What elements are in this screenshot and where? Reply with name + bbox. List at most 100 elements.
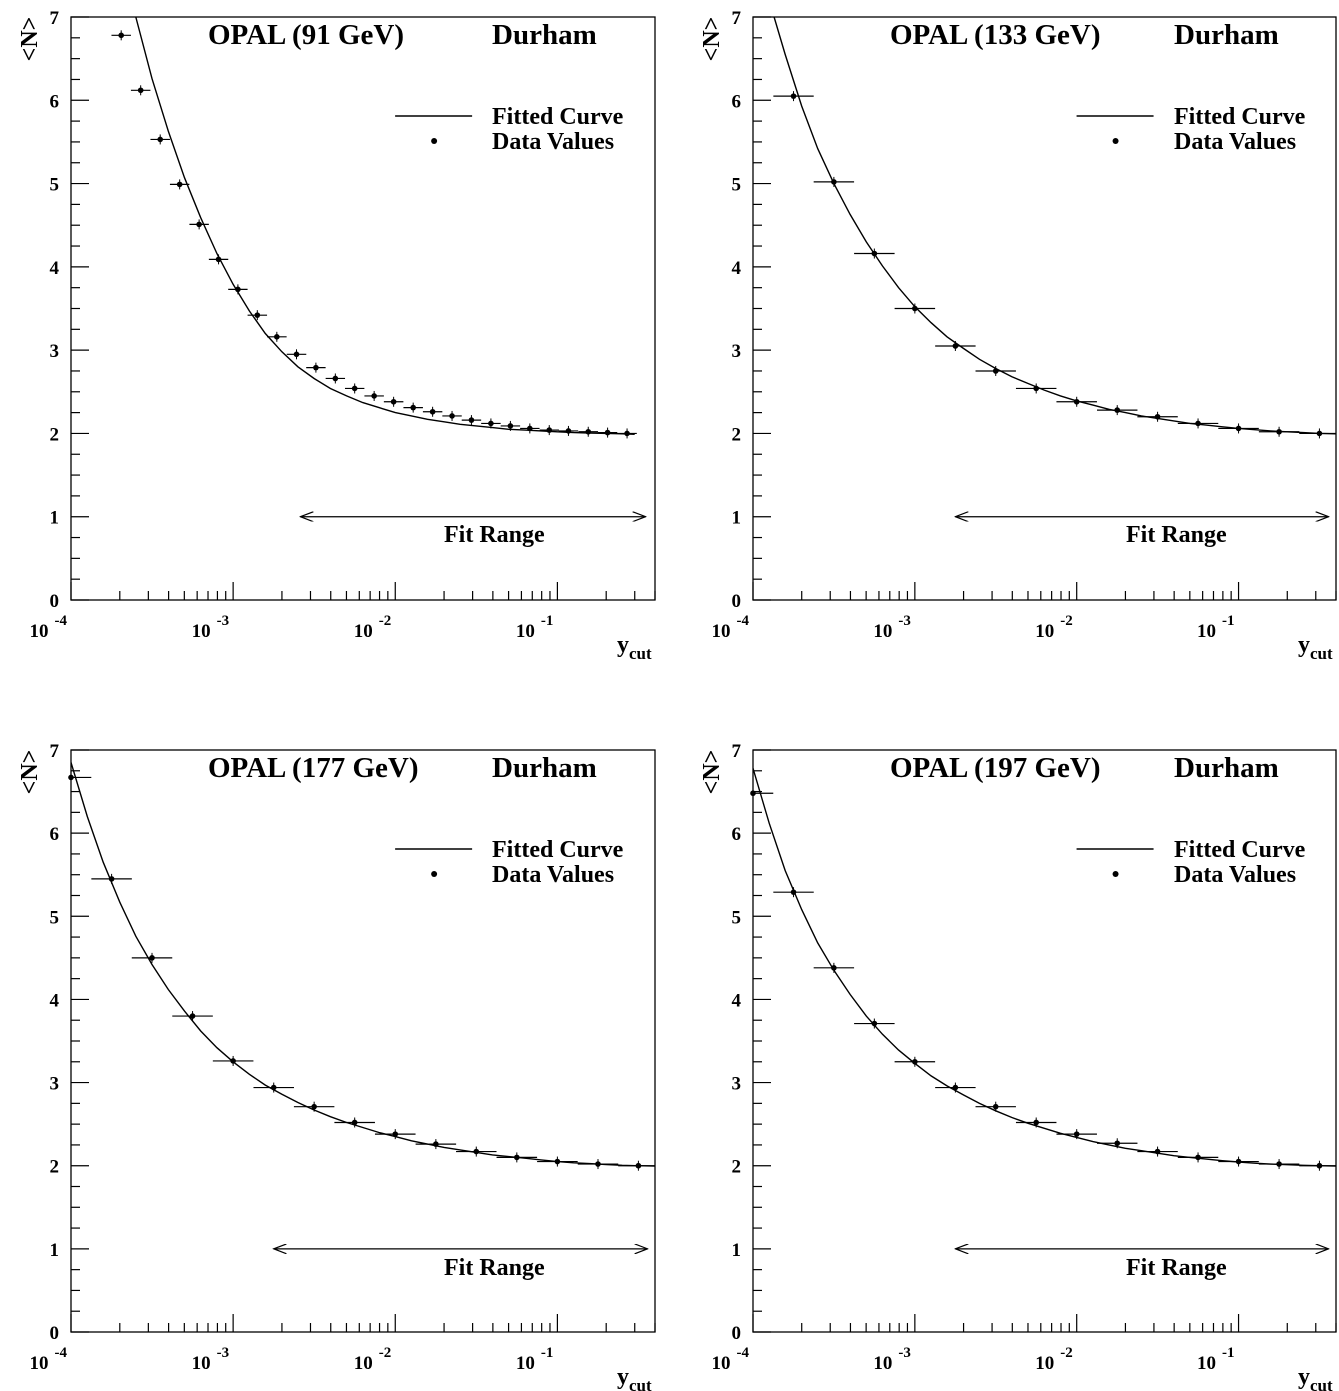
panel-0-data-point [507,423,514,429]
panel-1-data-point [1154,413,1161,420]
panel-1-xlabel-sub: cut [1310,644,1333,663]
panel-3-data-point [790,889,797,895]
panel-3-xtick-label: 10 -3 [873,1345,911,1374]
panel-2-xlabel-main: y [617,1364,629,1390]
panel-0-legend-points-label: Data Values [492,129,614,155]
panel-2-data-point [392,1131,399,1137]
panel-1-data-point [1195,420,1201,427]
panel-3-data-point [750,790,756,797]
panel-3-data-point [831,965,837,971]
panel-0-title: OPAL (91 GeV) [208,19,404,51]
panel-1-ytick-label: 2 [732,424,742,445]
panel-0-xlabel-main: y [617,632,629,658]
panel-0-data-point [215,256,222,263]
panel-1-legend-curve-label: Fitted Curve [1174,104,1306,130]
panel-2-legend-curve-label: Fitted Curve [492,837,624,863]
panel-1-ytick-label: 3 [732,341,742,362]
panel-0-ytick-label: 2 [50,424,60,445]
panel-2-ytick-label: 6 [50,824,60,845]
panel-0-xlabel-sub: cut [629,644,652,663]
panel-0-data-point [585,428,592,435]
panel-2-data-point [230,1058,236,1064]
panel-1-data-point [1114,407,1121,413]
panel-1-ytick-label: 6 [732,91,742,112]
panel-0-fit-range-label: Fit Range [444,522,545,548]
panel-1-fit-range-label: Fit Range [1126,522,1227,548]
panel-3-ytick-label: 6 [732,824,742,845]
panel-3-data-point [1316,1162,1323,1169]
panel-2-title: OPAL (177 GeV) [208,752,419,784]
panel-2-data-point [473,1148,480,1155]
panel-2-data-point [270,1084,277,1091]
panel-3-data-point [1195,1154,1201,1161]
panel-0-data-point [351,385,358,392]
panel-1-data-point [952,343,959,349]
panel-3-data-point [1114,1140,1121,1147]
panel-2-data-point [311,1103,317,1110]
panel-3-xlabel-sub: cut [1310,1376,1333,1391]
panel-0-fitted-curve [135,17,635,435]
panel-3-data-point [1276,1161,1282,1167]
panel-2-xtick-label: 10 -1 [516,1345,554,1374]
panel-1-xtick-label: 10 -2 [1035,613,1073,642]
panel-0-legend-point-swatch [431,138,438,144]
panel-2-data-point [68,774,74,781]
panel-2-ytick-label: 5 [50,907,60,928]
panel-1-xtick-label: 10 -4 [712,613,750,642]
panel-0-data-point [176,181,183,188]
panel-3-ylabel: <N> [699,750,725,795]
panel-0-data-point [254,312,261,318]
panel-1-fitted-curve [773,17,1336,435]
panel-2-data-point [108,876,115,882]
panel-2-fitted-curve [71,762,655,1167]
panel-1-algorithm: Durham [1174,19,1279,51]
panel-1-ytick-label: 0 [732,591,742,612]
panel-0-marks: 0 1 2 3 4 5 6 7 10 -4 10 -3 10 -2 10 -1 [30,8,656,642]
panel-1-legend-point-swatch [1112,138,1119,144]
panel-2-xtick-label: 10 -2 [354,1345,392,1374]
panel-2-data-point [595,1161,601,1167]
panel-3-legend-points-label: Data Values [1174,862,1296,888]
panel-0-xlabel: ycut [617,632,652,663]
panel-0-xtick-label: 10 -1 [516,613,554,642]
panel-2-legend-point-swatch [431,871,438,877]
panel-0-data-point [604,429,611,436]
panel-0-data-point [235,286,241,293]
panel-0-data-point [313,364,319,371]
panel-3-ytick-label: 1 [732,1240,742,1261]
panel-3-data-point [912,1058,918,1065]
panel-3-xtick-label: 10 -2 [1035,1345,1073,1374]
panel-1-xtick-label: 10 -1 [1197,613,1235,642]
panel-3-xlabel: ycut [1298,1364,1333,1391]
panel-1-legend-points-label: Data Values [1174,129,1296,155]
panel-0-data-point [546,427,553,433]
panel-0-ytick-label: 5 [50,175,60,196]
panel-0-data-point [449,413,455,419]
panel-2-xtick-label: 10 -4 [30,1345,68,1374]
panel-0-xtick-label: 10 -2 [354,613,392,642]
panel-2-data-point [351,1119,358,1126]
panel-3-title: OPAL (197 GeV) [890,752,1101,784]
panel-2-marks: 0 1 2 3 4 5 6 7 10 -4 10 -3 10 -2 10 -1 [30,741,656,1374]
panel-1-xlabel: ycut [1298,632,1333,663]
panel-0-data-point [527,425,533,432]
panel-0-ytick-label: 4 [50,258,60,279]
panel-3-ytick-label: 4 [732,990,742,1011]
panel-3-legend-point-swatch [1112,871,1119,877]
panel-0-algorithm: Durham [492,19,597,51]
panel-1-ytick-label: 4 [732,258,742,279]
panel-2-algorithm: Durham [492,752,597,784]
panel-3-data-point [1235,1158,1242,1165]
panel-2-legend-points-label: Data Values [492,862,614,888]
panel-0-data-point [410,404,416,411]
panel-3-fit-range-label: Fit Range [1126,1255,1227,1281]
panel-0-ylabel: <N> [17,17,43,62]
panel-0-xtick-label: 10 -4 [30,613,68,642]
panel-0-data-point [429,408,436,415]
panel-2-xlabel-sub: cut [629,1376,652,1391]
panel-3-data-point [992,1103,999,1110]
panel-0-data-point [390,398,397,405]
panel-2-ytick-label: 1 [50,1240,60,1261]
